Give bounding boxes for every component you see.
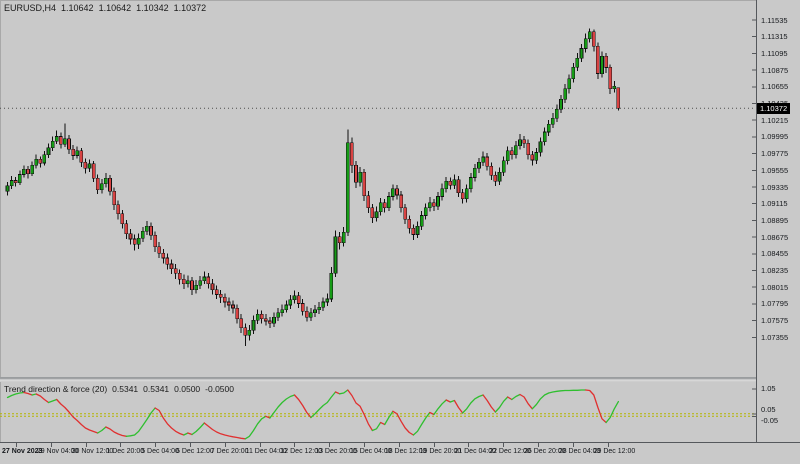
price-axis-label: 1.09555 xyxy=(761,165,789,175)
time-axis-tick xyxy=(190,443,191,447)
time-axis-tick xyxy=(538,443,539,447)
bar-open-value: 1.10642 xyxy=(61,3,94,13)
price-axis-label: 1.08235 xyxy=(761,266,789,275)
price-axis-label: 1.08895 xyxy=(761,215,789,225)
time-axis-label: 28 Dec 04:00 xyxy=(558,448,601,455)
price-axis-label: 1.08675 xyxy=(761,232,789,242)
indicator-name-label: Trend direction & force (20) xyxy=(4,384,108,394)
price-axis-label: 1.07355 xyxy=(761,332,789,342)
symbol-period-label: EURUSD,H4 xyxy=(4,3,57,13)
price-axis-label: 1.08015 xyxy=(761,282,789,292)
price-axis[interactable]: 1.10372 1.11535 1.11315 1.11095 1.10875 1.10… xyxy=(756,0,800,442)
price-axis-label: 1.10215 xyxy=(761,115,789,125)
price-axis-label: 1.11315 xyxy=(761,32,788,42)
time-axis-label: 26 Dec 20:00 xyxy=(524,448,566,455)
time-axis-tick xyxy=(329,443,331,447)
time-axis-tick xyxy=(607,443,609,447)
indicator-axis-label: -0.05 xyxy=(761,415,779,425)
time-axis-label: 29 Nov 04:00 xyxy=(36,448,79,455)
time-axis-label: 29 Dec 12:00 xyxy=(593,448,636,455)
time-axis-tick xyxy=(120,443,122,447)
current-price-tag: 1.10372 xyxy=(757,102,791,114)
indicator-level-up-value: 0.0500 xyxy=(174,384,201,394)
time-axis-tick xyxy=(259,443,261,447)
price-axis-label: 1.10875 xyxy=(761,65,789,75)
price-axis-label: 1.09335 xyxy=(761,182,789,192)
time-axis-tick xyxy=(155,443,157,447)
price-axis-label: 1.11535 xyxy=(761,15,788,25)
time-axis-tick xyxy=(398,443,400,447)
time-axis-label: 5 Dec 04:00 xyxy=(141,448,179,455)
time-axis-tick xyxy=(294,443,296,447)
price-axis-label: 1.11095 xyxy=(761,48,788,58)
indicator-line-layer xyxy=(6,389,620,440)
price-axis-label: 1.08455 xyxy=(761,249,789,259)
indicator-axis-label: 1.05 xyxy=(761,384,776,394)
indicator-title: Trend direction & force (20) 0.5341 0.5341… xyxy=(4,384,239,394)
time-axis-label: 22 Dec 12:00 xyxy=(489,448,531,455)
time-axis-tick xyxy=(468,443,470,447)
time-axis-tick xyxy=(50,443,52,447)
time-axis-label: 1 Dec 20:00 xyxy=(106,448,145,455)
time-axis-label: 15 Dec 04:00 xyxy=(350,448,392,455)
time-axis-label: 11 Dec 04:00 xyxy=(245,448,287,455)
time-axis-tick xyxy=(503,443,505,447)
price-axis-label: 1.10655 xyxy=(761,82,789,92)
time-axis-label: 21 Dec 04:00 xyxy=(454,448,497,455)
indicator-value-1: 0.5341 xyxy=(112,384,139,394)
time-axis-label: 30 Nov 12:00 xyxy=(71,448,114,455)
time-axis-tick xyxy=(433,443,435,447)
indicator-level-lines xyxy=(0,413,756,417)
price-axis-label: 1.09115 xyxy=(761,199,788,209)
time-axis-tick xyxy=(16,443,17,447)
chart-title: EURUSD,H4 1.10642 1.10642 1.10342 1.10372 xyxy=(4,3,211,13)
time-axis-tick xyxy=(224,443,226,447)
price-axis-label: 1.09775 xyxy=(761,149,789,159)
time-axis-tick xyxy=(85,443,87,447)
price-axis-label: 1.09995 xyxy=(761,132,789,142)
candlestick-chart-canvas[interactable] xyxy=(0,0,756,442)
price-axis-label: 1.07795 xyxy=(761,299,789,309)
time-axis-label: 13 Dec 20:00 xyxy=(315,448,357,455)
time-axis-label: 12 Dec 12:00 xyxy=(280,448,323,455)
time-axis-tick xyxy=(572,443,574,447)
pane-divider[interactable] xyxy=(0,377,756,382)
time-axis-label: 6 Dec 12:00 xyxy=(176,448,214,455)
axis-tick-marks xyxy=(752,19,756,417)
time-axis-label: 18 Dec 12:00 xyxy=(384,448,427,455)
indicator-level-down-value: -0.0500 xyxy=(205,384,234,394)
time-axis-label: 7 Dec 20:00 xyxy=(210,448,249,455)
bar-high-value: 1.10642 xyxy=(98,3,132,13)
indicator-axis-label: 0.05 xyxy=(761,405,776,415)
time-axis[interactable]: 27 Nov 2023 29 Nov 04:00 30 Nov 12:00 1 Dec… xyxy=(0,442,800,464)
bar-low-value: 1.10342 xyxy=(136,3,169,13)
indicator-value-2: 0.5341 xyxy=(143,384,170,394)
time-axis-label: 19 Dec 20:00 xyxy=(419,448,462,455)
candles-layer xyxy=(5,28,621,346)
time-axis-tick xyxy=(364,443,365,447)
price-axis-label: 1.07575 xyxy=(761,316,789,326)
bar-close-value: 1.10372 xyxy=(173,3,207,13)
time-axis-label: 27 Nov 2023 xyxy=(2,448,43,455)
